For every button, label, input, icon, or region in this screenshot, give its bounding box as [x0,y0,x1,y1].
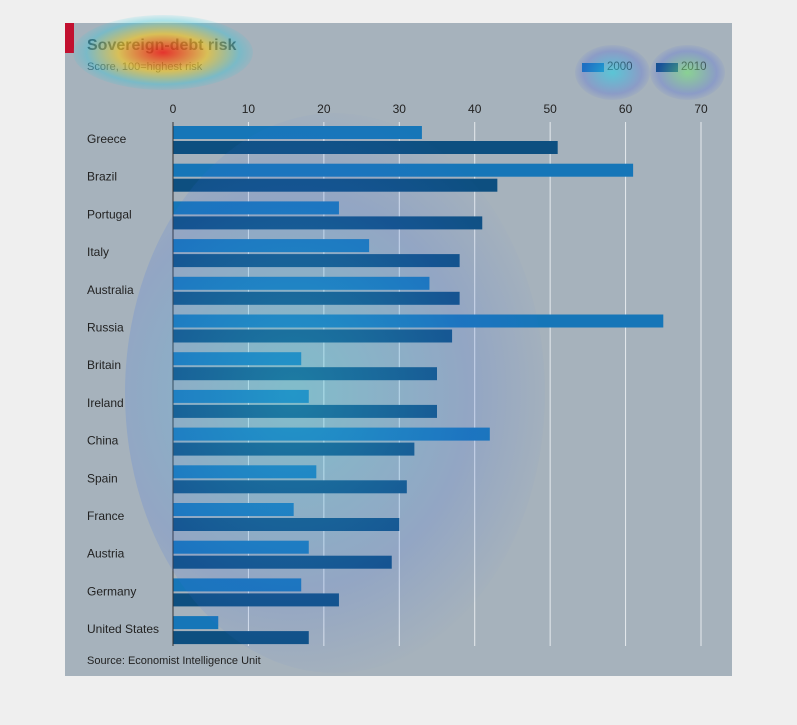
category-label: Ireland [87,396,124,410]
x-tick-label-60: 60 [619,102,633,116]
x-tick-label-40: 40 [468,102,482,116]
x-tick-label-10: 10 [242,102,256,116]
brand-tab [65,23,74,53]
category-label: China [87,434,119,448]
bar-2010 [173,518,400,531]
category-label: Britain [87,358,121,372]
category-label: France [87,509,125,523]
x-tick-label-70: 70 [694,102,708,116]
bar-2000 [173,276,430,290]
category-label: Brazil [87,170,117,184]
bar-2010 [173,555,392,569]
category-label: United States [87,622,159,636]
bar-2000 [173,389,309,403]
bar-2010 [173,216,483,230]
x-tick-label-20: 20 [317,102,331,116]
source-note: Source: Economist Intelligence Unit [87,655,261,667]
bar-2010 [173,254,460,268]
category-label: Germany [87,584,136,598]
category-label: Spain [87,471,118,485]
bar-2010 [173,480,407,494]
bar-2000 [173,578,302,592]
bar-2000 [173,163,634,177]
x-tick-label-30: 30 [393,102,407,116]
bar-chart: 0 10 20 30 40 50 60 70 Greece Brazil Portugal Italy… [87,102,708,646]
bar-2010 [173,291,460,305]
bar-2000 [173,427,490,441]
x-tick-label-50: 50 [543,102,557,116]
bar-2000 [173,239,370,253]
chart-panel: Sovereign-debt risk Score, 100=highest r… [65,15,732,676]
bar-2000 [173,465,317,479]
bar-2000 [173,540,309,554]
bar-2010 [173,404,437,418]
bar-2000 [173,503,294,516]
bar-2000 [173,126,422,139]
bar-2010 [173,631,309,645]
category-label: Austria [87,547,125,561]
x-tick-label-0: 0 [170,102,177,116]
category-label: Portugal [87,207,132,221]
bar-2010 [173,329,453,343]
bar-2000 [173,201,339,215]
bar-2010 [173,178,498,192]
bar-2000 [173,352,302,366]
bar-2010 [173,367,437,381]
bar-2010 [173,593,339,607]
bar-2000 [173,616,219,630]
bar-2010 [173,141,558,154]
bar-2010 [173,442,415,456]
category-label: Greece [87,132,127,146]
category-label: Australia [87,283,134,297]
bar-2000 [173,314,664,328]
category-label: Italy [87,245,109,259]
category-label: Russia [87,321,124,335]
